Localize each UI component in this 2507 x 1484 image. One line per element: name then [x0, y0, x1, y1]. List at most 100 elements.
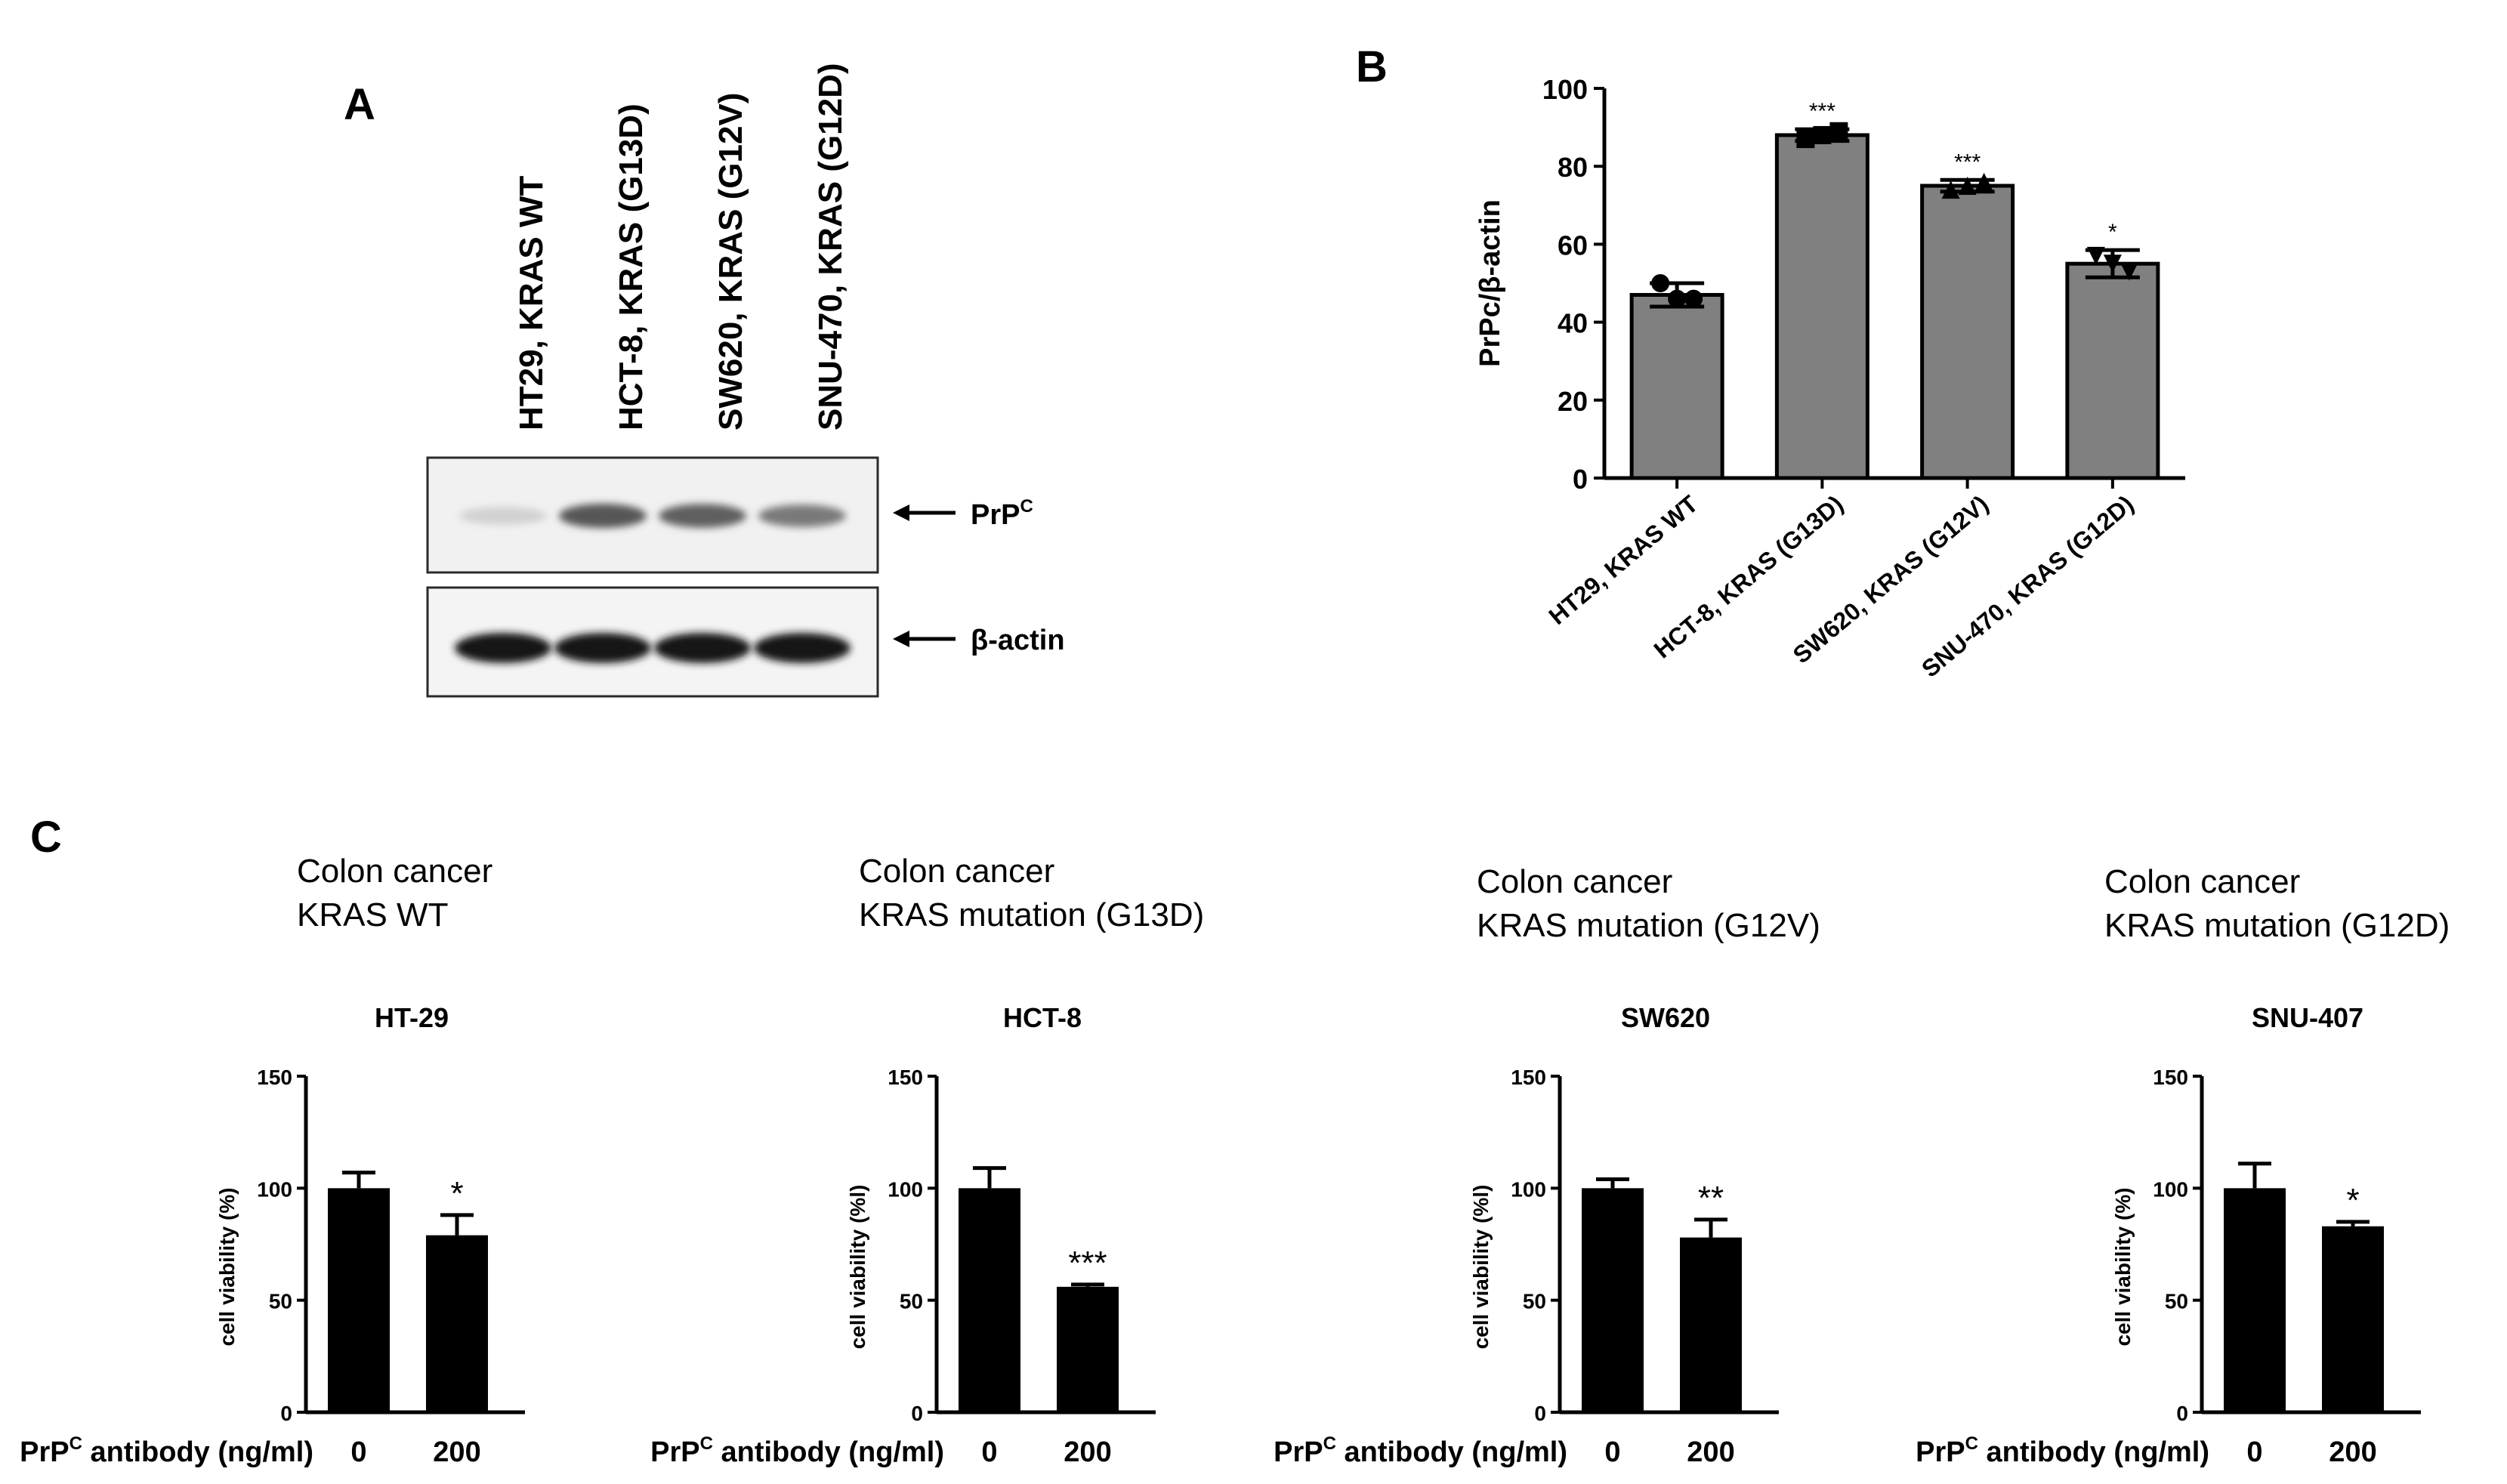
subtitle-line: KRAS WT	[297, 896, 448, 933]
x-tick-label: 200	[433, 1436, 480, 1468]
subtitle-line: KRAS mutation (G12D)	[2104, 907, 2450, 944]
significance-label: *	[2108, 220, 2117, 245]
significance-label: **	[1698, 1180, 1724, 1217]
x-axis-label-main: PrP	[20, 1436, 69, 1468]
lane-labels: HT29, KRAS WT HCT-8, KRAS (G13D) SW620, …	[513, 63, 849, 430]
prpc-band	[758, 504, 846, 527]
x-tick-label: 200	[1687, 1436, 1734, 1468]
x-tick-label: 0	[2246, 1436, 2262, 1468]
chart-c3: Colon cancer KRAS mutation (G12V) SW620 0 50…	[1274, 863, 1820, 1468]
x-tick-label: 0	[350, 1436, 366, 1468]
significance-label: ***	[1954, 150, 1981, 174]
bar	[1629, 292, 1724, 480]
y-tick-label: 100	[1511, 1177, 1546, 1201]
y-tick-label: 0	[1534, 1402, 1546, 1425]
x-axis-label: PrPC antibody (ng/ml)	[650, 1433, 944, 1468]
significance-label: ***	[1809, 99, 1835, 124]
x-axis-label-sup: C	[69, 1433, 82, 1454]
x-axis-label-rest: antibody (ng/ml)	[713, 1436, 944, 1468]
bar	[328, 1188, 390, 1412]
y-tick-label: 0	[280, 1402, 292, 1425]
blot-prpc-label: PrPC	[971, 496, 1033, 531]
x-axis-label-rest: antibody (ng/ml)	[82, 1436, 313, 1468]
panel-b-letter: B	[1356, 42, 1388, 91]
y-axis-label: cell viability (%l)	[846, 1185, 869, 1350]
data-point	[1668, 289, 1687, 308]
bar	[2224, 1188, 2286, 1412]
x-axis-label-main: PrP	[650, 1436, 699, 1468]
x-axis-label: PrPC antibody (ng/ml)	[20, 1433, 313, 1468]
chart-title: HCT-8	[1003, 1002, 1082, 1033]
subtitle-line: KRAS mutation (G13D)	[859, 896, 1204, 933]
prpc-band	[559, 503, 647, 529]
x-axis-label: PrPC antibody (ng/ml)	[1916, 1433, 2209, 1468]
y-axis-label: PrPc/β-actin	[1474, 199, 1506, 367]
chart-title: HT-29	[375, 1002, 449, 1033]
y-tick-label: 150	[257, 1066, 292, 1089]
chart-c2: Colon cancer KRAS mutation (G13D) HCT-8 0 50…	[650, 853, 1204, 1468]
bar	[959, 1188, 1020, 1412]
data-point	[1974, 172, 1993, 191]
subtitle-line: Colon cancer	[1477, 863, 1672, 900]
panel-b: B 0 20 40 60 80 100 PrPc/β-actin HT29, KRAS WT *…	[1356, 42, 2185, 683]
blot-prpc-arrow	[893, 504, 956, 521]
data-point	[2103, 255, 2122, 273]
y-tick-label: 50	[1523, 1290, 1546, 1313]
y-tick-label: 100	[888, 1177, 923, 1201]
y-tick-label: 0	[911, 1402, 923, 1425]
y-axis-label: cell viability (%)	[2111, 1187, 2135, 1346]
y-tick-label: 100	[257, 1177, 292, 1201]
actin-band	[654, 633, 751, 663]
significance-label: ***	[1068, 1245, 1107, 1282]
bar	[1774, 133, 1869, 480]
prpc-band	[459, 507, 547, 525]
x-axis-label-main: PrP	[1274, 1436, 1323, 1468]
chart-c4: Colon cancer KRAS mutation (G12D) SNU-407 0…	[1916, 863, 2450, 1468]
data-point	[1958, 177, 1977, 195]
x-axis-label-main: PrP	[1916, 1436, 1965, 1468]
bar	[2322, 1226, 2384, 1412]
bar	[1582, 1188, 1644, 1412]
subtitle-line: KRAS mutation (G12V)	[1477, 907, 1820, 944]
lane-label-3: SW620, KRAS (G12V)	[712, 93, 749, 430]
significance-label: *	[2346, 1182, 2359, 1219]
bar	[1057, 1286, 1119, 1412]
panel-a-letter: A	[344, 80, 375, 129]
bar	[1680, 1237, 1742, 1412]
y-tick-label: 80	[1558, 152, 1588, 183]
bar	[1920, 184, 2015, 480]
y-axis-label: cell viability (%)	[215, 1187, 239, 1346]
blot-actin-arrow	[893, 631, 956, 647]
chart-c1: Colon cancer KRAS WT HT-29 0 50 100 150 cell vi…	[20, 853, 525, 1468]
blot-prpc: PrPC	[426, 456, 1033, 574]
x-tick-label: HT29, KRAS WT	[1544, 489, 1703, 630]
x-tick-label: 0	[1604, 1436, 1620, 1468]
x-tick-label: 0	[981, 1436, 997, 1468]
data-point	[2120, 262, 2138, 281]
prpc-band	[659, 504, 746, 528]
data-point	[1651, 274, 1670, 292]
x-tick-label: 200	[1064, 1436, 1111, 1468]
actin-band	[455, 633, 551, 663]
x-tick-label: 200	[2329, 1436, 2376, 1468]
x-axis-label-sup: C	[1323, 1433, 1336, 1454]
data-point	[1813, 125, 1832, 144]
panel-c: C Colon cancer KRAS WT HT-29 0 50 100 150 cell …	[20, 813, 2450, 1468]
data-point	[2086, 246, 2105, 265]
data-point	[1684, 289, 1703, 308]
lane-label-4: SNU-470, KRAS (G12D)	[812, 63, 849, 430]
bar	[426, 1235, 488, 1412]
x-axis-label-sup: C	[1965, 1433, 1978, 1454]
actin-band	[554, 633, 651, 663]
y-tick-label: 0	[1573, 464, 1588, 495]
lane-label-2: HCT-8, KRAS (G13D)	[613, 103, 650, 430]
y-tick-label: 50	[900, 1290, 923, 1313]
y-tick-label: 60	[1558, 230, 1588, 261]
subtitle-line: Colon cancer	[2104, 863, 2300, 900]
chart-title: SNU-407	[2252, 1002, 2363, 1033]
y-tick-label: 50	[269, 1290, 292, 1313]
lane-label-1: HT29, KRAS WT	[513, 176, 550, 430]
y-tick-label: 40	[1558, 308, 1588, 339]
actin-band	[754, 633, 851, 663]
